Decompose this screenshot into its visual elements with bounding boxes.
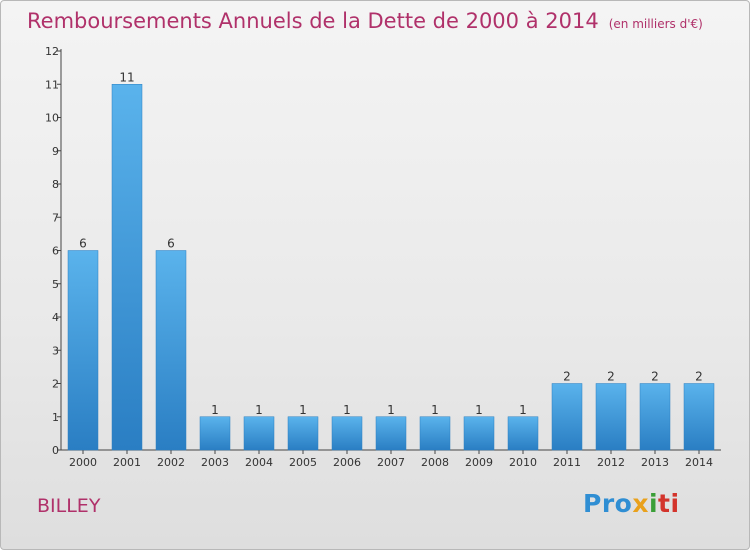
x-tick-label: 2001 [113,456,141,469]
x-tick-label: 2010 [509,456,537,469]
x-tick-label: 2013 [641,456,669,469]
x-tick-label: 2009 [465,456,493,469]
bar-2012 [595,383,627,451]
bar-2014 [683,383,715,451]
y-tick-label: 8 [52,178,59,191]
data-label-2006: 1 [343,403,351,417]
data-label-2012: 2 [607,370,615,384]
x-tick-label: 2000 [69,456,97,469]
y-tick-label: 11 [45,78,59,91]
bar-2011 [551,383,583,451]
data-label-2014: 2 [695,370,703,384]
data-label-2009: 1 [475,403,483,417]
x-tick-label: 2014 [685,456,713,469]
brand-part-1: Pro [583,489,633,518]
bar-2002 [155,250,187,451]
data-label-2010: 1 [519,403,527,417]
chart-bars [67,84,715,451]
bar-2007 [375,416,407,451]
x-tick-label: 2012 [597,456,625,469]
x-tick-label: 2008 [421,456,449,469]
brand-part-3: i [648,489,659,518]
bar-2001 [111,84,143,451]
y-tick-label: 3 [52,344,59,357]
bar-2000 [67,250,99,451]
data-label-2003: 1 [211,403,219,417]
bar-2003 [199,416,231,451]
x-tick-label: 2005 [289,456,317,469]
data-label-2008: 1 [431,403,439,417]
chart-labels: 2000620011120026200312004120051200612007… [69,70,713,469]
brand-part-2: x [632,489,649,518]
x-tick-label: 2004 [245,456,273,469]
bar-2005 [287,416,319,451]
y-tick-label: 2 [52,378,59,391]
x-tick-label: 2002 [157,456,185,469]
y-tick-label: 4 [52,311,59,324]
y-tick-label: 5 [52,278,59,291]
x-tick-label: 2011 [553,456,581,469]
y-tick-label: 6 [52,245,59,258]
data-label-2005: 1 [299,403,307,417]
bar-2010 [507,416,539,451]
brand-part-4: ti [658,489,680,518]
y-tick-label: 10 [45,112,59,125]
y-tick-label: 0 [52,444,59,457]
chart-unit: (en milliers d'€) [608,17,703,31]
y-tick-label: 1 [52,411,59,424]
data-label-2002: 6 [167,237,175,251]
commune-name: BILLEY [37,495,101,517]
bar-2006 [331,416,363,451]
data-label-2011: 2 [563,370,571,384]
x-tick-label: 2006 [333,456,361,469]
data-label-2000: 6 [79,237,87,251]
x-tick-label: 2007 [377,456,405,469]
y-tick-label: 7 [52,211,59,224]
data-label-2004: 1 [255,403,263,417]
x-tick-label: 2003 [201,456,229,469]
proxiti-logo: Proxiti [583,489,680,518]
y-tick-label: 9 [52,145,59,158]
data-label-2007: 1 [387,403,395,417]
bar-2013 [639,383,671,451]
chart-title-text: Remboursements Annuels de la Dette de 20… [27,9,599,33]
bar-2004 [243,416,275,451]
data-label-2001: 11 [119,70,134,84]
bar-2009 [463,416,495,451]
chart-title: Remboursements Annuels de la Dette de 20… [27,9,703,33]
y-tick-label: 12 [45,45,59,58]
bar-2008 [419,416,451,451]
data-label-2013: 2 [651,370,659,384]
